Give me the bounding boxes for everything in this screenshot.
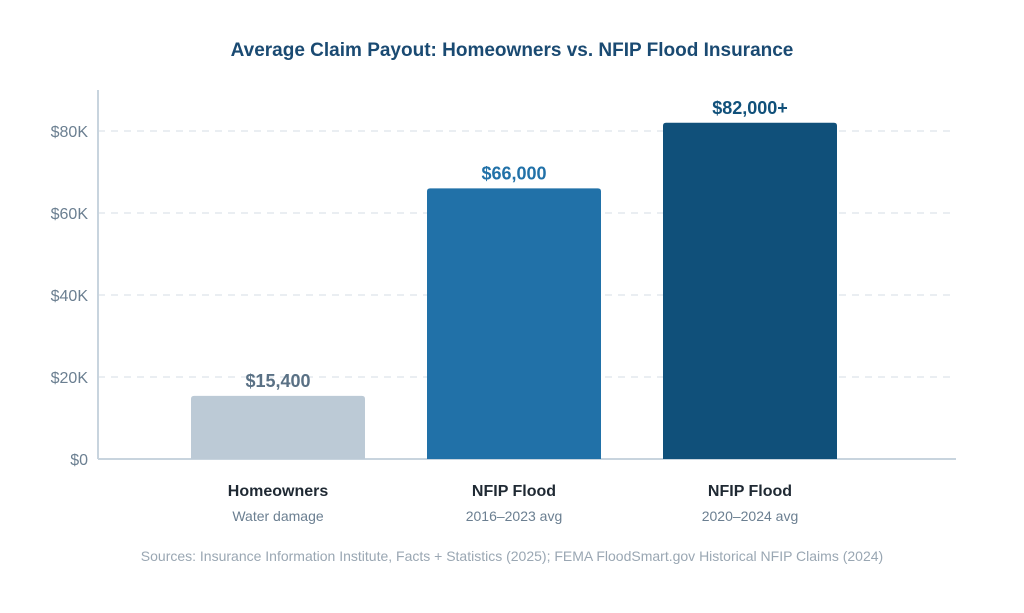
category-sublabel: 2016–2023 avg	[466, 508, 563, 524]
y-tick-label: $60K	[51, 206, 89, 223]
y-tick-label: $20K	[51, 370, 89, 387]
category-sublabel: 2020–2024 avg	[702, 508, 799, 524]
chart-title: Average Claim Payout: Homeowners vs. NFI…	[231, 40, 794, 61]
bar-value-label: $82,000+	[712, 98, 788, 118]
bar-value-label: $15,400	[245, 371, 310, 391]
bar-2	[427, 188, 601, 459]
labels: $0 $20K $40K $60K $80K $15,400 Homeowners Water…	[51, 98, 799, 524]
bars	[191, 122, 837, 460]
y-tick-label: $40K	[51, 288, 89, 305]
source-note: Sources: Insurance Information Institute…	[141, 548, 883, 564]
category-label: NFIP Flood	[472, 483, 556, 500]
category-sublabel: Water damage	[232, 508, 324, 524]
bar-value-label: $66,000	[481, 163, 546, 183]
y-tick-label: $0	[70, 452, 88, 469]
category-label: Homeowners	[228, 483, 329, 500]
bar-1	[191, 395, 365, 459]
y-tick-label: $80K	[51, 124, 89, 141]
bar-3	[663, 122, 837, 460]
category-label: NFIP Flood	[708, 483, 792, 500]
